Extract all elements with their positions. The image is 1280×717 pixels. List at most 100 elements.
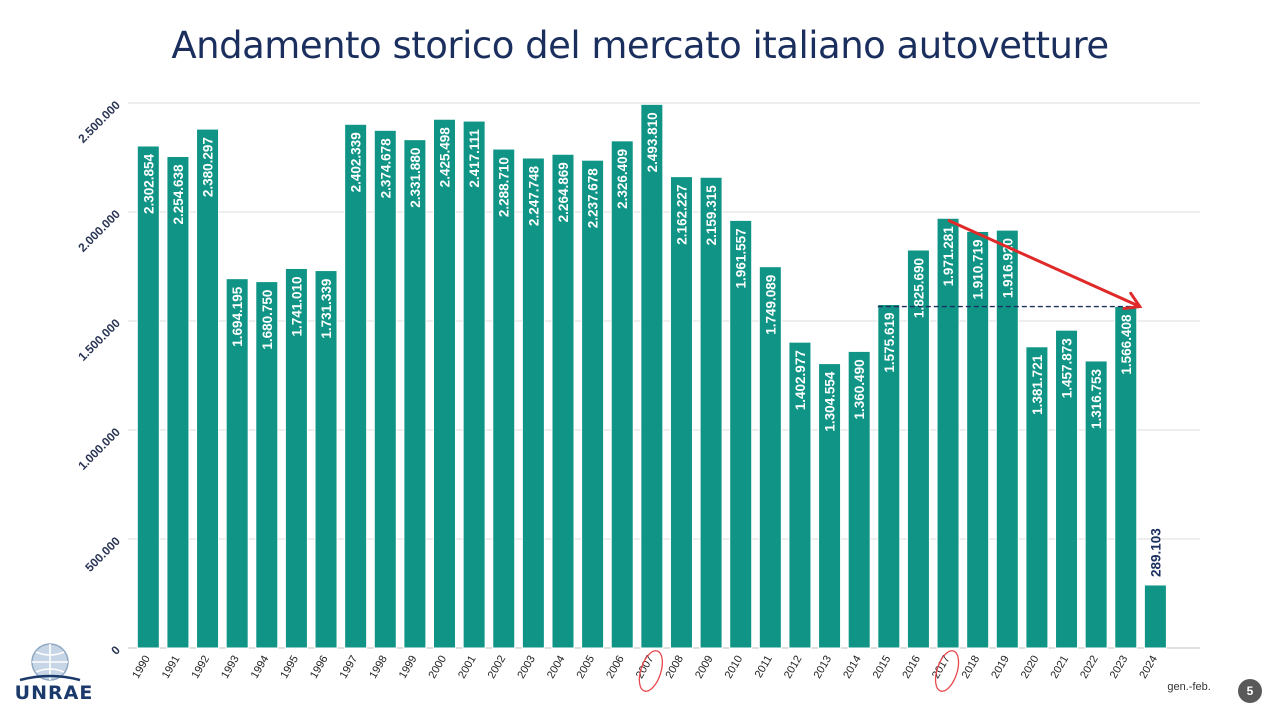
- bar: [966, 230, 990, 649]
- x-tick-label: 2008: [663, 654, 686, 681]
- x-tick-label: 2016: [900, 654, 923, 681]
- x-axis: 1990 1991 1992 1993 1994 1995 1996 1997 1998 1999…: [130, 654, 1211, 694]
- bar: [255, 281, 279, 649]
- bar-value-label: 1.575.619: [882, 313, 897, 373]
- bar: [1025, 346, 1049, 649]
- bar: [196, 128, 220, 649]
- annotations: [638, 218, 1143, 692]
- bar-value-label: 2.402.339: [349, 132, 364, 192]
- trend-arrow-head: [1122, 291, 1143, 311]
- y-tick-label: 2.000.000: [75, 207, 123, 255]
- bar: [610, 140, 634, 649]
- bar-value-label: 2.380.297: [201, 137, 216, 197]
- bar: [462, 120, 486, 649]
- x-tick-label: 1998: [367, 654, 390, 681]
- x-tick-label: 1993: [219, 654, 242, 681]
- bar-value-label: 2.264.869: [556, 162, 571, 222]
- bar: [758, 266, 782, 649]
- x-tick-label: 2003: [515, 654, 538, 681]
- x-tick-label: 2013: [812, 654, 835, 681]
- bar-value-label: 1.381.721: [1030, 354, 1045, 415]
- x-tick-label: 2011: [753, 654, 775, 680]
- bar-value-label: 1.910.719: [971, 239, 986, 299]
- x-tick-label: 2022: [1078, 654, 1101, 681]
- y-tick-label: 1.000.000: [75, 425, 123, 473]
- bar: [284, 267, 308, 649]
- y-tick-label: 500.000: [82, 534, 123, 575]
- bar: [314, 270, 338, 649]
- page-number-badge: 5: [1238, 679, 1262, 703]
- bar-value-label: 2.247.748: [526, 166, 541, 227]
- x-tick-label: 2015: [871, 654, 894, 681]
- bar: [818, 363, 842, 649]
- x-tick-label: 2023: [1108, 654, 1131, 681]
- x-tick-label: 1995: [278, 654, 301, 681]
- bar: [1055, 329, 1079, 649]
- bar: [936, 217, 960, 649]
- x-tick-label: 1991: [160, 654, 183, 681]
- bar-value-label: 1.402.977: [793, 350, 808, 410]
- bar: [995, 229, 1019, 649]
- y-axis: 0 500.000 1.000.000 1.500.000 2.000.000 2.500…: [75, 98, 123, 658]
- bar: [847, 350, 871, 649]
- bar-value-label: 2.326.409: [615, 149, 630, 209]
- bar: [877, 304, 901, 649]
- bar-value-label: 1.457.873: [1060, 338, 1075, 399]
- y-tick-label: 0: [108, 643, 123, 658]
- x-tick-label: 1990: [130, 654, 153, 681]
- x-tick-label: 2004: [545, 654, 568, 681]
- bar: [136, 145, 160, 649]
- bar-value-label: 1.694.195: [230, 286, 245, 347]
- bar-value-label: 1.749.089: [763, 275, 778, 335]
- x-tick-label: 1992: [190, 654, 213, 681]
- bar-value-label: 1.360.490: [852, 359, 867, 419]
- bar-value-label: 2.331.880: [408, 148, 423, 208]
- period-note: gen.-feb.: [1167, 681, 1210, 693]
- x-tick-label: 2012: [782, 654, 805, 681]
- x-tick-label: 2007: [634, 654, 657, 681]
- x-tick-label: 2018: [960, 654, 983, 681]
- bar-value-label: 2.302.854: [141, 153, 156, 214]
- y-tick-label: 1.500.000: [75, 316, 123, 364]
- x-tick-label: 2017: [930, 654, 953, 681]
- bar-value-label: 2.417.111: [467, 129, 482, 188]
- year-highlight-circle: [638, 650, 664, 692]
- x-tick-label: 2021: [1048, 654, 1071, 681]
- bar-value-label: 1.316.753: [1089, 368, 1104, 429]
- chart-title: Andamento storico del mercato italiano a…: [171, 24, 1109, 67]
- bars: 2.302.854 2.254.638 2.380.297 1.694.195 1.68…: [136, 103, 1167, 649]
- bar: [166, 155, 190, 649]
- x-tick-label: 1999: [397, 654, 420, 681]
- bar-value-label: 1.304.554: [823, 371, 838, 432]
- unrae-logo-text: UNRAE: [14, 682, 94, 704]
- x-tick-label: 2010: [723, 654, 746, 681]
- bar-value-label: 2.425.498: [438, 127, 453, 188]
- bar-value-label: 1.731.339: [319, 279, 334, 339]
- x-tick-label: 2024: [1137, 654, 1160, 681]
- bar: [788, 341, 812, 649]
- bar-value-label: 1.741.010: [289, 276, 304, 336]
- bar-value-label: 2.162.227: [674, 185, 689, 245]
- bar-value-label: 2.237.678: [586, 168, 601, 229]
- bar: [1084, 360, 1108, 649]
- bar: [729, 219, 753, 649]
- bar-value-label: 2.374.678: [378, 138, 393, 199]
- x-tick-label: 2005: [575, 654, 598, 681]
- bar-value-label: 1.825.690: [911, 258, 926, 318]
- x-tick-label: 2009: [693, 654, 716, 681]
- bar: [699, 176, 723, 649]
- bar: [344, 123, 368, 649]
- x-tick-label: 1996: [308, 654, 331, 681]
- bar-value-label: 1.916.920: [1000, 238, 1015, 298]
- bar: [403, 139, 427, 649]
- y-tick-label: 2.500.000: [75, 98, 123, 146]
- bar-value-label: 1.961.557: [734, 228, 749, 288]
- bar: [581, 159, 605, 649]
- x-tick-label: 2000: [426, 654, 449, 681]
- bar-value-label: 2.288.710: [497, 157, 512, 217]
- bar: [492, 148, 516, 649]
- bar-value-label: 2.254.638: [171, 164, 186, 225]
- unrae-logo: [19, 643, 81, 682]
- trend-arrow: [947, 218, 1141, 308]
